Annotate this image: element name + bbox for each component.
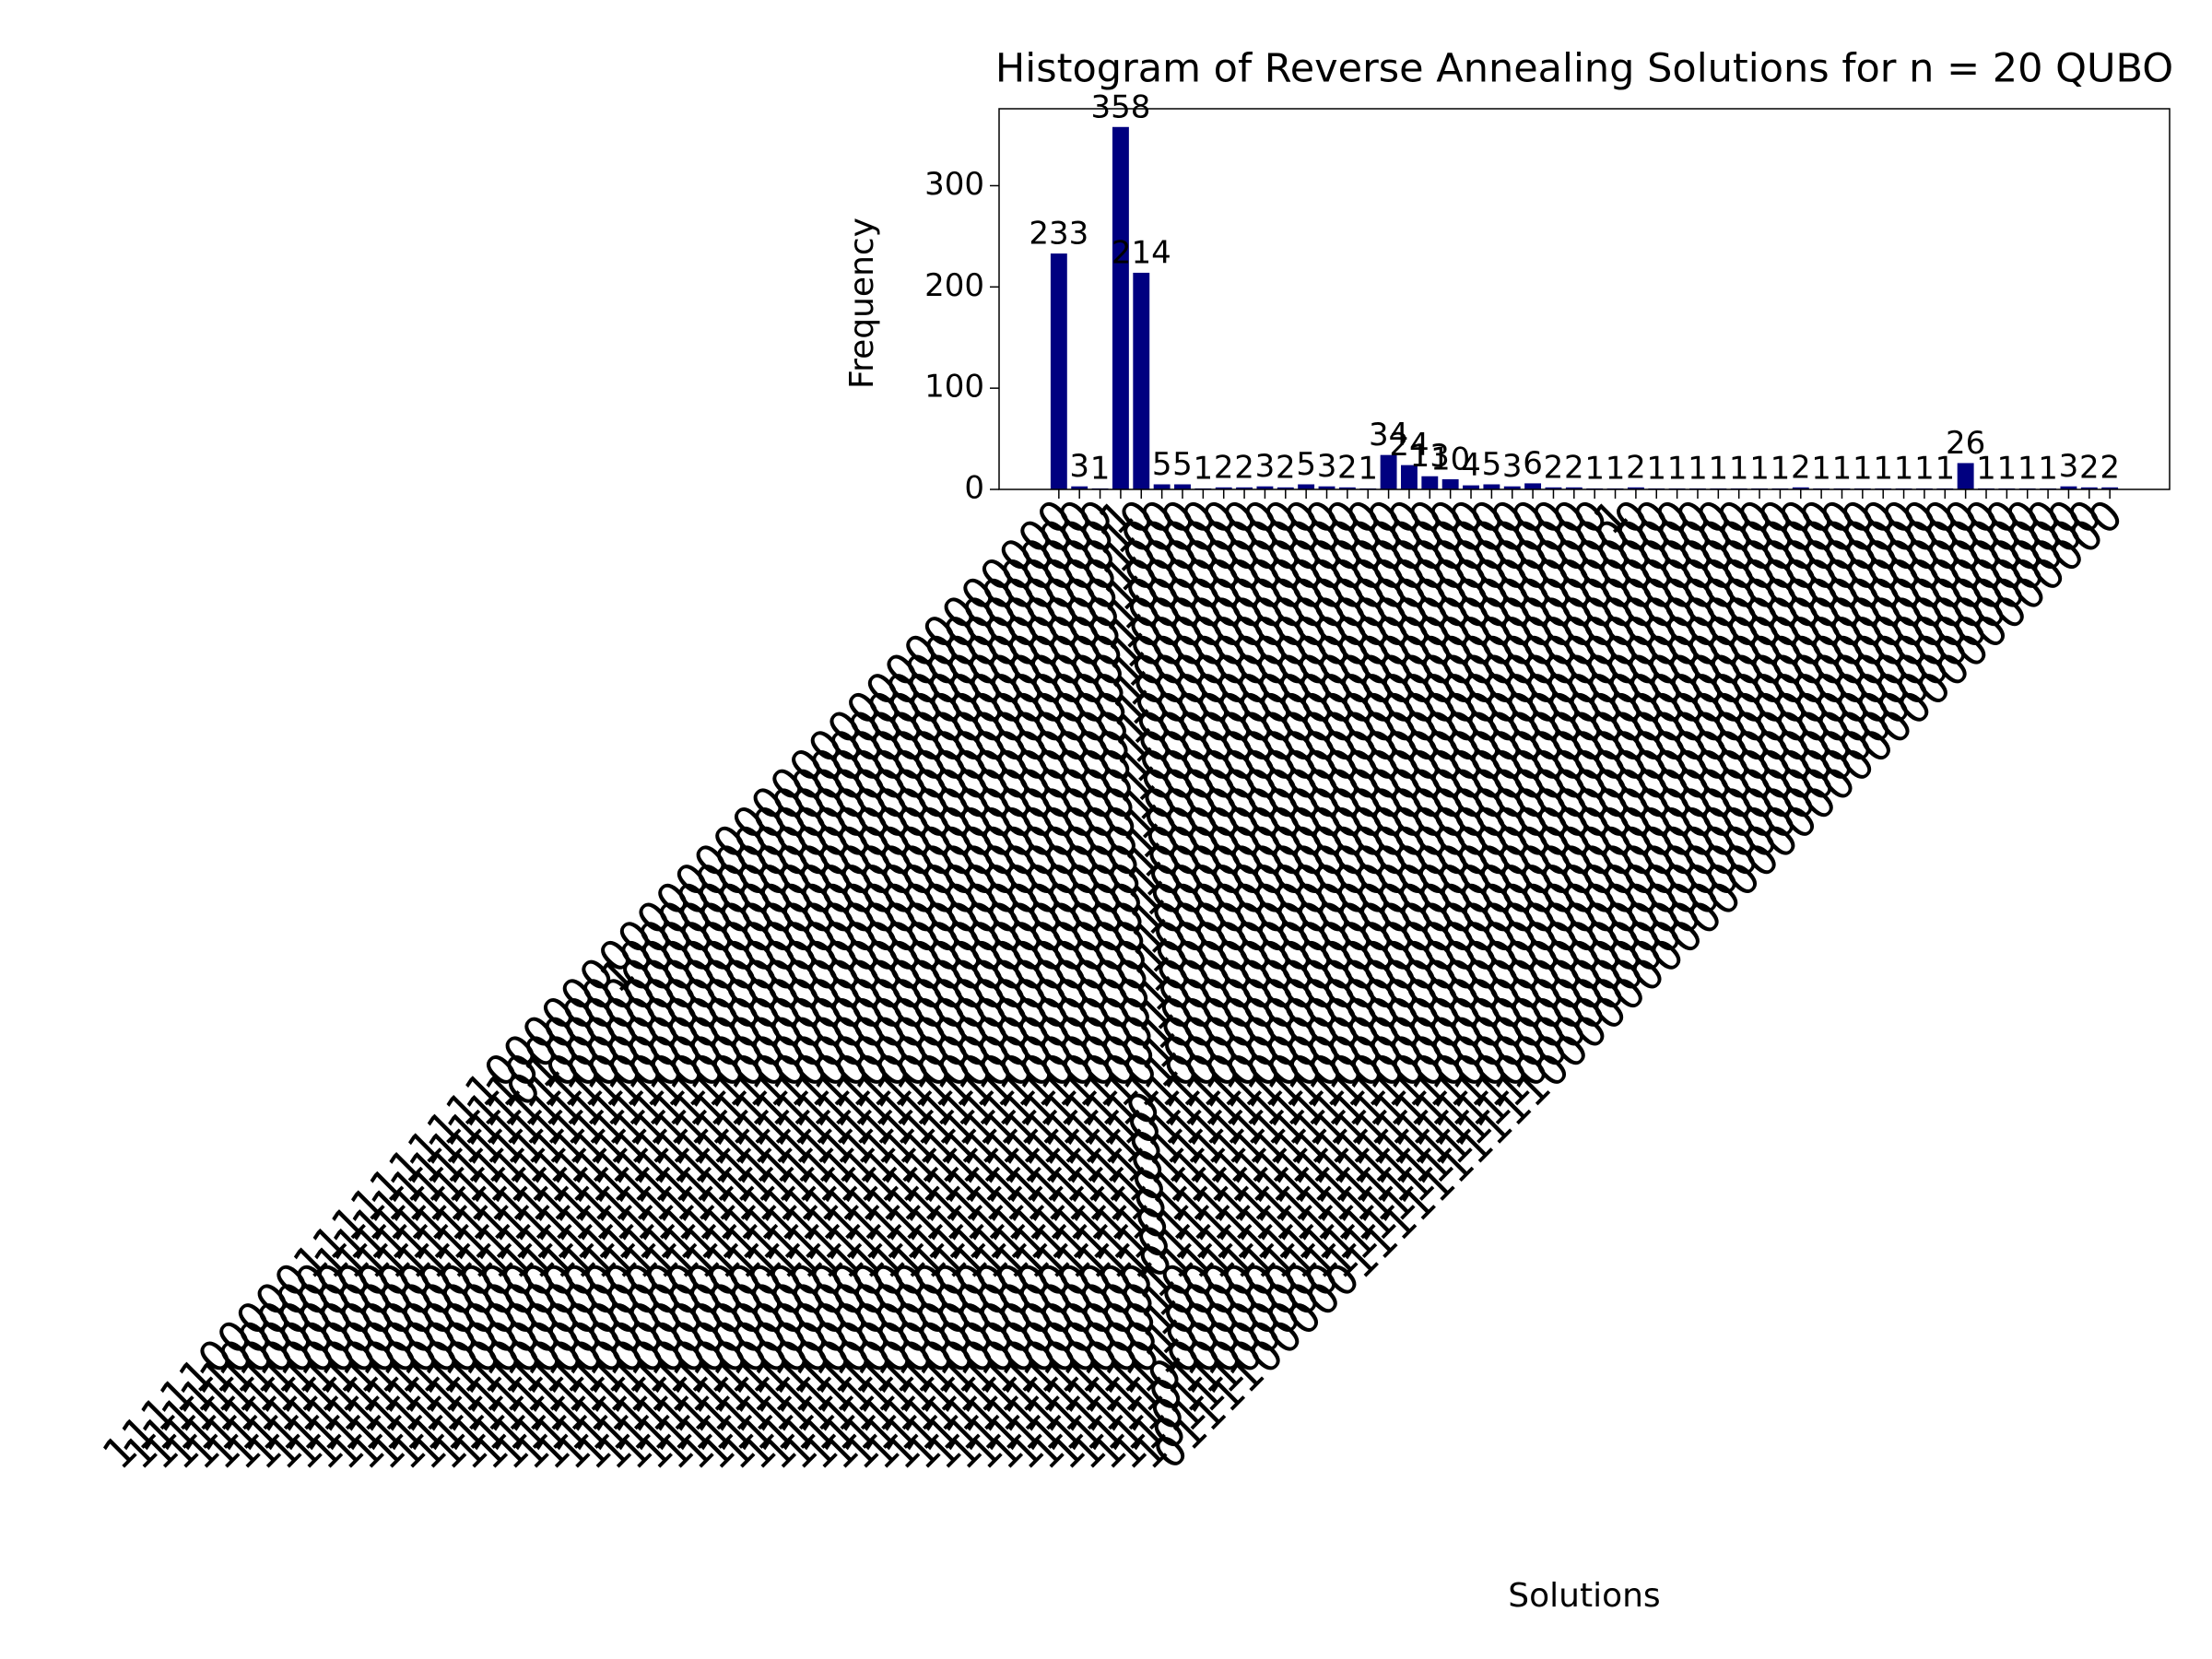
value-label: 26 <box>1946 425 1985 462</box>
bar <box>1421 476 1439 489</box>
value-label: 1 <box>1976 450 1996 487</box>
value-label: 1 <box>1935 450 1955 487</box>
plot-frame <box>998 108 2171 490</box>
value-label: 1 <box>1853 450 1873 487</box>
bar <box>1298 484 1315 489</box>
bar <box>1380 454 1397 489</box>
value-label: 2 <box>1791 449 1811 486</box>
value-label: 1 <box>1771 450 1791 487</box>
value-label: 1 <box>1832 450 1853 487</box>
bar <box>2101 487 2119 489</box>
value-label: 1 <box>2038 450 2058 487</box>
bar <box>1112 126 1129 489</box>
value-label: 24 <box>1389 427 1429 464</box>
y-tick-label: 300 <box>924 166 984 203</box>
bar <box>1174 484 1191 489</box>
bar <box>1524 483 1542 489</box>
y-tick-label: 0 <box>964 470 984 507</box>
value-label: 2 <box>1626 449 1646 486</box>
bar <box>1401 465 1418 489</box>
value-label: 2 <box>1564 449 1584 486</box>
bar <box>1256 486 1274 489</box>
bar <box>1441 479 1459 489</box>
value-label: 1 <box>2018 450 2038 487</box>
value-label: 3 <box>1255 448 1276 485</box>
value-label: 1 <box>1584 450 1605 487</box>
bar <box>1627 487 1644 489</box>
value-label: 3 <box>1317 448 1337 485</box>
bar <box>1545 487 1562 489</box>
value-label: 1 <box>1894 450 1914 487</box>
chart-title: Histogram of Reverse Annealing Solutions… <box>995 46 2173 92</box>
bar <box>1277 487 1294 489</box>
value-label: 1 <box>1667 450 1688 487</box>
y-tick-label: 100 <box>924 369 984 406</box>
bar <box>2080 487 2098 489</box>
bar <box>1792 487 1809 489</box>
value-label: 1 <box>1646 450 1666 487</box>
value-label: 1 <box>1997 450 2018 487</box>
bar <box>1133 272 1150 489</box>
value-label: 2 <box>1276 449 1296 486</box>
bar <box>1338 487 1356 489</box>
value-label: 1 <box>1606 450 1626 487</box>
value-label: 5 <box>1296 446 1316 483</box>
value-label: 4 <box>1461 447 1481 484</box>
value-label: 1 <box>1811 450 1831 487</box>
bar <box>1050 253 1067 489</box>
value-label: 5 <box>1482 446 1502 483</box>
bar <box>1463 485 1479 489</box>
value-label: 1 <box>1358 450 1378 487</box>
bar <box>1215 487 1232 489</box>
value-label: 2 <box>1234 449 1254 486</box>
value-label: 34 <box>1369 417 1408 453</box>
bar <box>1483 484 1500 489</box>
bar <box>1236 487 1253 489</box>
value-label: 3 <box>1069 448 1089 485</box>
value-label: 1 <box>1709 450 1729 487</box>
bar <box>1957 463 1974 489</box>
value-label: 2 <box>1544 449 1564 486</box>
y-axis-label: Frequency <box>843 218 881 389</box>
bar <box>1318 486 1335 489</box>
value-label: 1 <box>1749 450 1770 487</box>
value-label: 3 <box>1502 448 1523 485</box>
value-label: 1 <box>1090 450 1111 487</box>
bar <box>1153 484 1171 489</box>
bar <box>1071 486 1088 489</box>
x-axis-label: Solutions <box>1508 1577 1660 1615</box>
value-label: 2 <box>2079 449 2100 486</box>
value-label: 1 <box>1194 450 1214 487</box>
bar <box>1565 487 1583 489</box>
value-label: 13 <box>1410 438 1450 475</box>
value-label: 1 <box>1729 450 1749 487</box>
value-label: 1 <box>1688 450 1708 487</box>
value-label: 358 <box>1090 88 1150 125</box>
bar <box>2060 486 2077 489</box>
value-label: 2 <box>1337 449 1358 486</box>
value-label: 2 <box>2100 449 2120 486</box>
value-label: 2 <box>1214 449 1234 486</box>
value-label: 5 <box>1152 446 1172 483</box>
value-label: 233 <box>1029 216 1088 253</box>
value-label: 6 <box>1523 445 1543 482</box>
bar <box>1503 486 1521 489</box>
value-label: 1 <box>1873 450 1893 487</box>
value-label: 5 <box>1172 446 1193 483</box>
value-label: 3 <box>2059 448 2079 485</box>
y-tick-label: 200 <box>924 267 984 304</box>
value-label: 214 <box>1112 234 1171 271</box>
value-label: 1 <box>1914 450 1935 487</box>
value-label: 10 <box>1430 441 1470 478</box>
